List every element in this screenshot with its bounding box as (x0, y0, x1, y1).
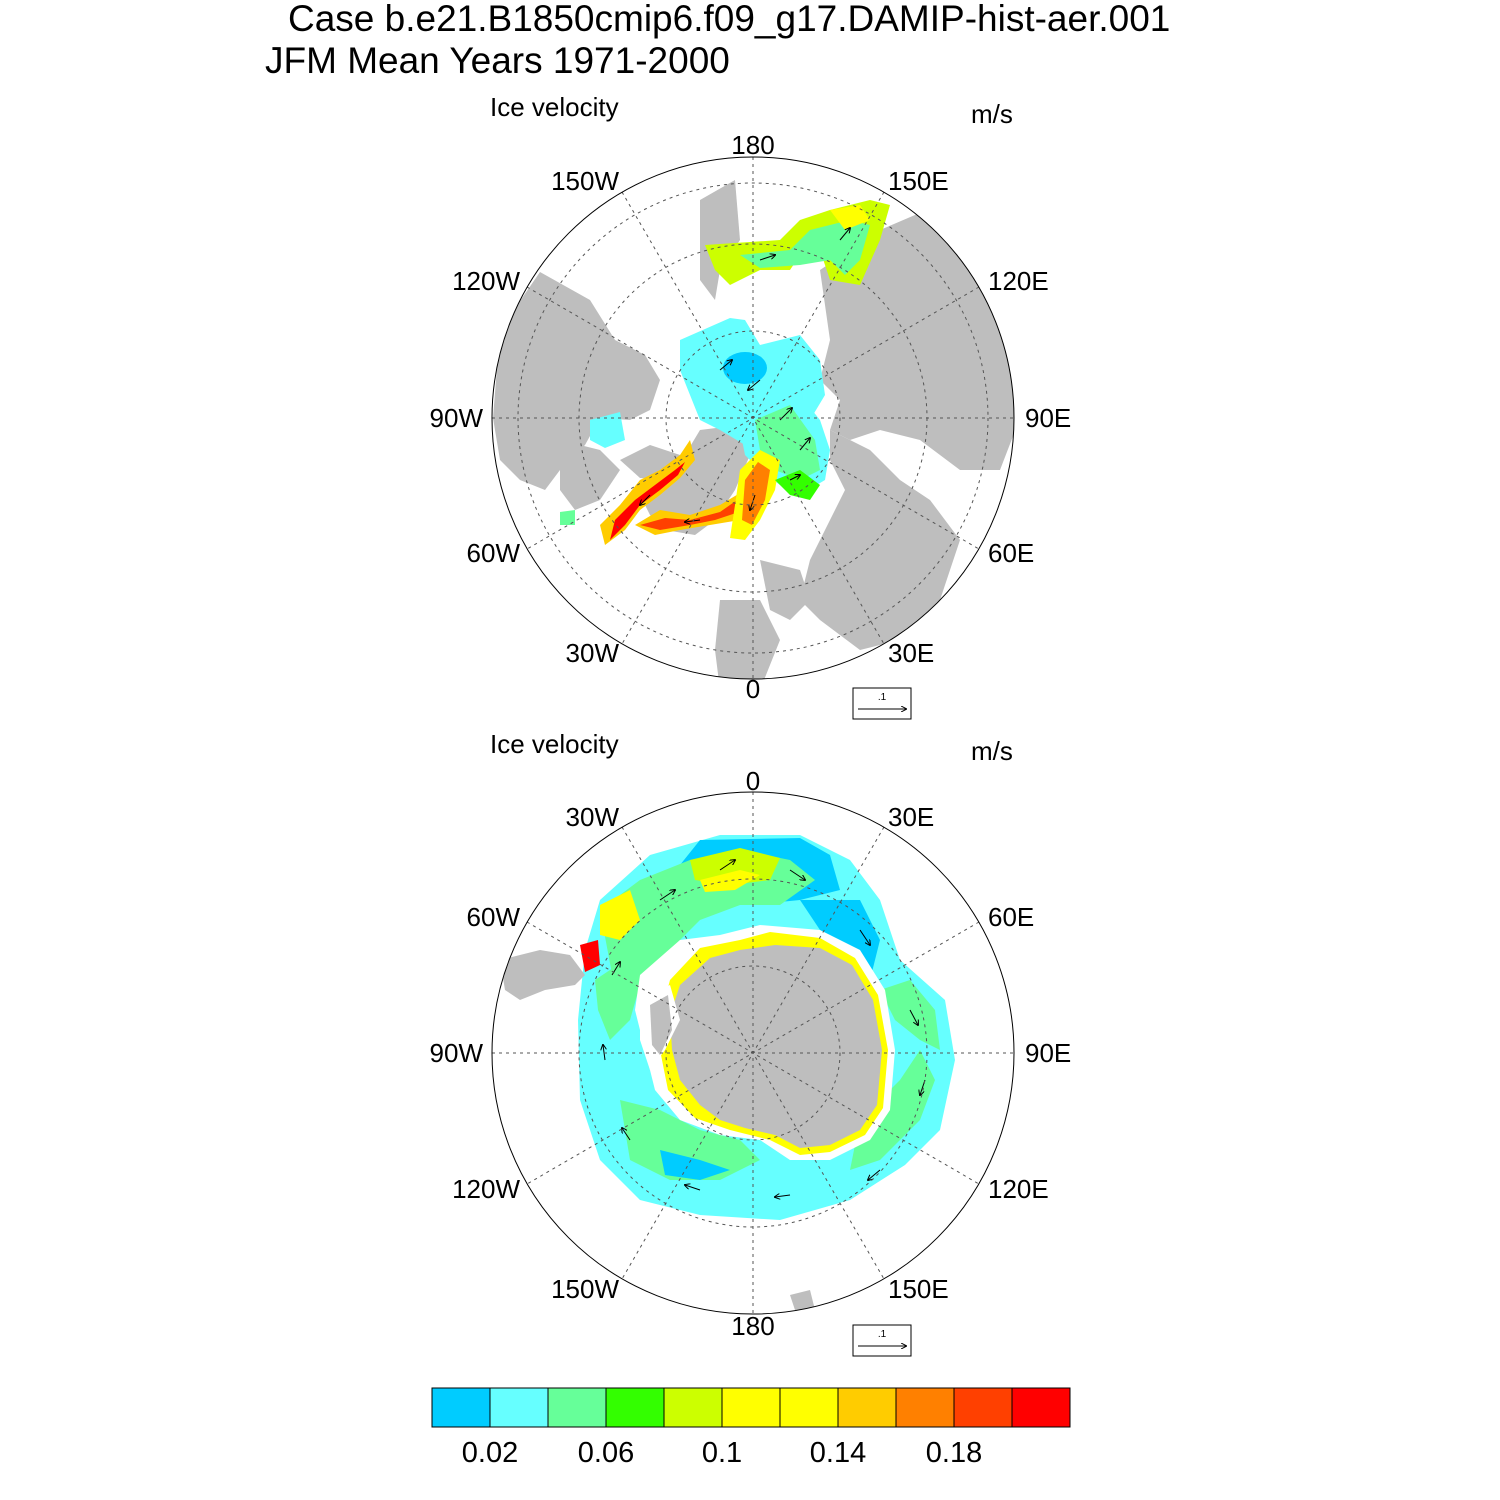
south-lon-label: 60E (988, 902, 1034, 932)
south-lon-label: 90E (1025, 1038, 1071, 1068)
colorbar-box (489, 1387, 549, 1428)
south-lon-label: 150W (551, 1274, 619, 1304)
north-lon-label: 120E (988, 266, 1049, 296)
north-map-border (491, 156, 1015, 680)
north-lon-label: 0 (746, 674, 760, 704)
figure-subtitle: JFM Mean Years 1971-2000 (265, 40, 730, 81)
south-lon-label: 120E (988, 1174, 1049, 1204)
south-lon-label: 30W (566, 802, 620, 832)
colorbar-box (953, 1387, 1013, 1428)
north-lon-label: 90W (430, 403, 484, 433)
south-lon-label: 120W (452, 1174, 520, 1204)
south-lon-label: 0 (746, 766, 760, 796)
svg-text:.1: .1 (878, 692, 887, 703)
south-lon-label: 60W (467, 902, 521, 932)
south-lon-label: 90W (430, 1038, 484, 1068)
north-lon-label: 180 (731, 130, 774, 160)
south-units-label: m/s (971, 736, 1013, 766)
north-lon-label: 90E (1025, 403, 1071, 433)
south-graticule (492, 792, 1014, 1314)
north-polar-map: 180 0 90W 90E 150W 150E 120W 120E 60W 60… (430, 130, 1071, 720)
colorbar-box (547, 1387, 607, 1428)
colorbar-box (431, 1387, 491, 1428)
south-lon-label: 180 (731, 1311, 774, 1341)
colorbar-box (837, 1387, 897, 1428)
south-map-border (491, 791, 1015, 1315)
south-polar-map: 0 180 90W 90E 30W 30E 60W 60E 120W 120E … (430, 766, 1071, 1357)
colorbar-box (895, 1387, 955, 1428)
colorbar-labels: 0.02 0.06 0.1 0.14 0.18 (462, 1437, 982, 1469)
north-reference-vector: .1 (852, 687, 912, 720)
south-ice-vectors (603, 860, 926, 1197)
colorbar: 0.02 0.06 0.1 0.14 0.18 (431, 1387, 1071, 1469)
colorbar-box (1011, 1387, 1071, 1428)
north-lon-label: 30E (888, 638, 934, 668)
north-lon-label: 120W (452, 266, 520, 296)
south-left-label: Ice velocity (490, 729, 619, 759)
colorbar-box (779, 1387, 839, 1428)
colorbar-tick-label: 0.18 (926, 1437, 982, 1469)
south-lon-label: 30E (888, 802, 934, 832)
colorbar-box (721, 1387, 781, 1428)
colorbar-box (605, 1387, 665, 1428)
north-units-label: m/s (971, 99, 1013, 129)
colorbar-tick-label: 0.1 (702, 1437, 742, 1469)
colorbar-tick-label: 0.06 (578, 1437, 634, 1469)
north-lon-label: 150W (551, 166, 619, 196)
north-left-label: Ice velocity (490, 92, 619, 122)
south-reference-vector: .1 (852, 1324, 912, 1357)
colorbar-tick-label: 0.14 (810, 1437, 866, 1469)
svg-text:.1: .1 (878, 1329, 887, 1340)
south-lon-label: 150E (888, 1274, 949, 1304)
colorbar-tick-label: 0.02 (462, 1437, 518, 1469)
colorbar-box (663, 1387, 723, 1428)
figure-title: Case b.e21.B1850cmip6.f09_g17.DAMIP-hist… (288, 0, 1171, 39)
colorbar-boxes (431, 1387, 1071, 1428)
north-lon-label: 60E (988, 538, 1034, 568)
south-land-southamerica (500, 950, 585, 1000)
north-lon-label: 60W (467, 538, 521, 568)
south-land-antarctica (670, 945, 882, 1148)
north-lon-label: 150E (888, 166, 949, 196)
north-graticule (492, 157, 1014, 679)
north-lon-label: 30W (566, 638, 620, 668)
